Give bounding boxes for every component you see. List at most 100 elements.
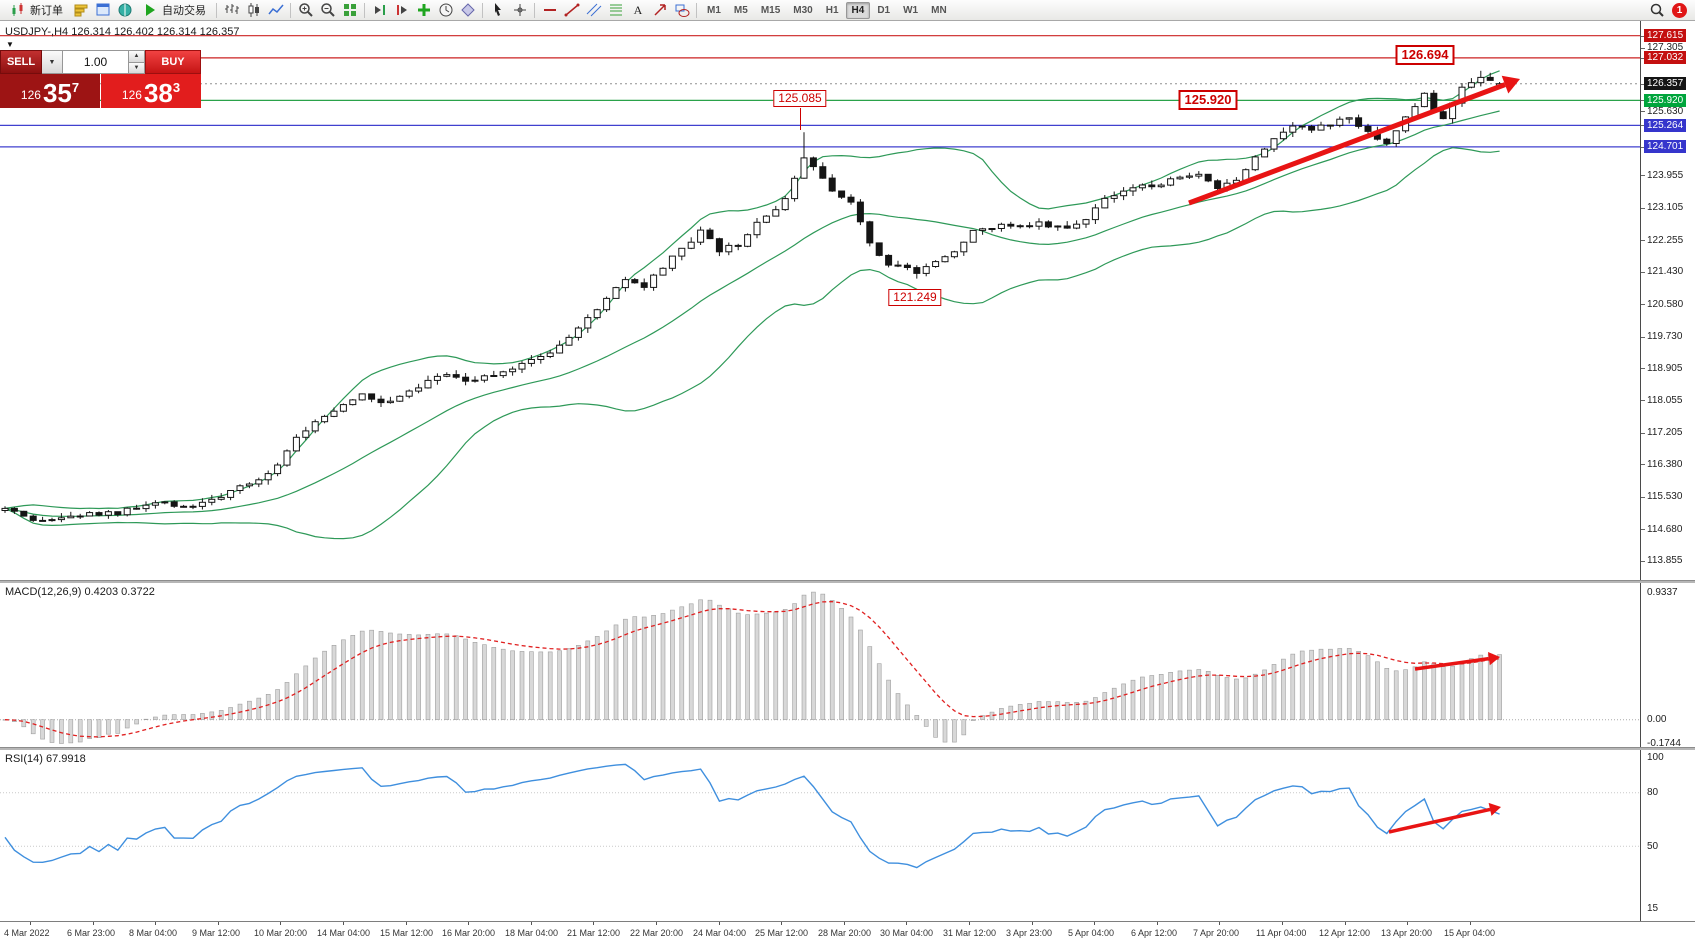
tile-windows-icon[interactable] (339, 1, 360, 19)
time-axis-tick (93, 922, 94, 925)
rsi-chart[interactable] (0, 750, 1640, 921)
tile-windows-icon-icon (342, 2, 358, 18)
sell-button[interactable]: SELL (0, 50, 42, 74)
search-icon[interactable] (1646, 1, 1667, 19)
profiles-icon[interactable] (114, 1, 135, 19)
order-type-dropdown[interactable]: ▼ (42, 50, 63, 74)
period-selector-icon[interactable] (435, 1, 456, 19)
price-axis-tick (1641, 368, 1645, 369)
time-axis-label: 11 Apr 04:00 (1256, 928, 1307, 938)
add-indicator-icon[interactable] (413, 1, 434, 19)
price-axis-tick (1641, 400, 1645, 401)
panel-splitter[interactable] (0, 580, 1695, 583)
fibonacci-icon[interactable] (605, 1, 626, 19)
price-axis-tick (1641, 561, 1645, 562)
price-axis-label: 115.530 (1647, 491, 1683, 502)
macd-chart[interactable] (0, 583, 1640, 747)
volume-input[interactable] (63, 50, 129, 74)
timeframe-mn-button[interactable]: MN (931, 4, 947, 16)
time-axis-label: 14 Mar 04:00 (317, 928, 371, 938)
text-tool-icon[interactable]: A (627, 1, 648, 19)
macd-panel[interactable]: MACD(12,26,9) 0.4203 0.3722 0.9337 0.00 -0… (0, 583, 1695, 749)
channel-icon-icon (586, 2, 602, 18)
main-chart-panel[interactable]: USDJPY-,H4 126.314 126.402 126.314 126.3… (0, 21, 1695, 580)
time-axis-label: 6 Mar 23:00 (67, 928, 116, 938)
notification-badge[interactable]: 1 (1672, 2, 1687, 18)
arrow-tool-icon[interactable] (649, 1, 670, 19)
sell-price[interactable]: 126 35 7 (0, 74, 100, 108)
time-axis-tick (844, 922, 845, 925)
buy-price[interactable]: 126 38 3 (101, 74, 201, 108)
auto-scroll-icon[interactable] (369, 1, 390, 19)
horizontal-line-icon-icon (542, 2, 558, 18)
time-axis-tick (531, 922, 532, 925)
volume-down-icon[interactable]: ▼ (129, 62, 145, 74)
toolbar-separator (534, 2, 535, 18)
price-axis-label: 123.955 (1647, 170, 1684, 181)
macd-axis-label: 0.00 (1647, 714, 1667, 725)
bar-chart-icon[interactable] (221, 1, 242, 19)
timeframe-m15-button[interactable]: M15 (760, 4, 781, 16)
bar-chart-icon-icon (224, 2, 240, 18)
time-axis-tick (656, 922, 657, 925)
time-axis-tick (969, 922, 970, 925)
auto-scroll-icon-icon (372, 2, 388, 18)
time-axis-label: 21 Mar 12:00 (567, 928, 621, 938)
buy-button[interactable]: BUY (145, 50, 201, 74)
candlestick-chart-icon-icon (246, 2, 262, 18)
collapse-panel-icon[interactable]: ▼ (6, 40, 14, 49)
new-order-button[interactable]: 新订单 (4, 1, 69, 19)
time-axis-tick (1094, 922, 1095, 925)
zoom-in-icon-icon (298, 2, 314, 18)
candlestick-chart[interactable] (0, 21, 1640, 580)
price-axis-label: 124.701 (1644, 140, 1687, 153)
channel-icon[interactable] (583, 1, 604, 19)
time-axis-tick (1157, 922, 1158, 925)
zoom-in-icon[interactable] (295, 1, 316, 19)
timeframe-w1-button[interactable]: W1 (903, 4, 919, 16)
panel-splitter[interactable] (0, 747, 1695, 750)
timeframe-m30-button[interactable]: M30 (793, 4, 813, 16)
price-axis-tick (1641, 529, 1645, 530)
rsi-value-axis[interactable]: 100 80 50 15 (1640, 750, 1695, 921)
chart-shift-icon-icon (394, 2, 410, 18)
time-axis-label: 4 Mar 2022 (4, 928, 50, 938)
market-depth-icon-icon (73, 2, 89, 18)
one-click-trading-panel: ▼ SELL ▼ ▲ ▼ BUY 126 35 7 126 3 (0, 41, 210, 108)
chart-shift-icon[interactable] (391, 1, 412, 19)
timeframe-d1-button[interactable]: D1 (877, 4, 891, 16)
trendline-icon[interactable] (561, 1, 582, 19)
zoom-out-icon-icon (320, 2, 336, 18)
timeframe-h4-button[interactable]: H4 (845, 1, 871, 19)
time-axis-label: 15 Mar 12:00 (380, 928, 434, 938)
zoom-out-icon[interactable] (317, 1, 338, 19)
new-chart-icon[interactable] (92, 1, 113, 19)
time-axis-label: 31 Mar 12:00 (943, 928, 997, 938)
time-axis-label: 15 Apr 04:00 (1444, 928, 1496, 938)
timeframe-m5-button[interactable]: M5 (733, 4, 748, 16)
candlestick-chart-icon[interactable] (243, 1, 264, 19)
line-chart-icon[interactable] (265, 1, 286, 19)
templates-icon[interactable] (457, 1, 478, 19)
price-axis[interactable]: 127.615 127.305 127.032 126.357 125.920 125.6… (1640, 21, 1695, 580)
market-depth-icon[interactable] (70, 1, 91, 19)
price-axis-label: 127.305 (1647, 42, 1684, 53)
rsi-panel[interactable]: RSI(14) 67.9918 100 80 50 15 (0, 750, 1695, 921)
crosshair-icon[interactable] (509, 1, 530, 19)
time-axis[interactable]: 4 Mar 2022 6 Mar 23:00 8 Mar 04:00 9 Mar 12… (0, 921, 1695, 944)
macd-value-axis[interactable]: 0.9337 0.00 -0.1744 (1640, 583, 1695, 749)
volume-up-icon[interactable]: ▲ (129, 50, 145, 63)
timeframe-h1-button[interactable]: H1 (825, 4, 839, 16)
timeframe-m1-button[interactable]: M1 (707, 4, 721, 16)
sell-price-prefix: 126 (20, 88, 41, 102)
autotrading-button[interactable]: 自动交易 (136, 1, 212, 19)
horizontal-line-icon[interactable] (539, 1, 560, 19)
autotrading-icon (142, 2, 158, 18)
time-axis-label: 25 Mar 12:00 (755, 928, 809, 938)
price-axis-tick (1641, 111, 1645, 112)
autotrading-button-label: 自动交易 (162, 5, 206, 17)
cursor-icon[interactable] (487, 1, 508, 19)
shapes-tool-icon[interactable] (671, 1, 692, 19)
time-axis-tick (343, 922, 344, 925)
price-axis-tick (1641, 147, 1645, 148)
